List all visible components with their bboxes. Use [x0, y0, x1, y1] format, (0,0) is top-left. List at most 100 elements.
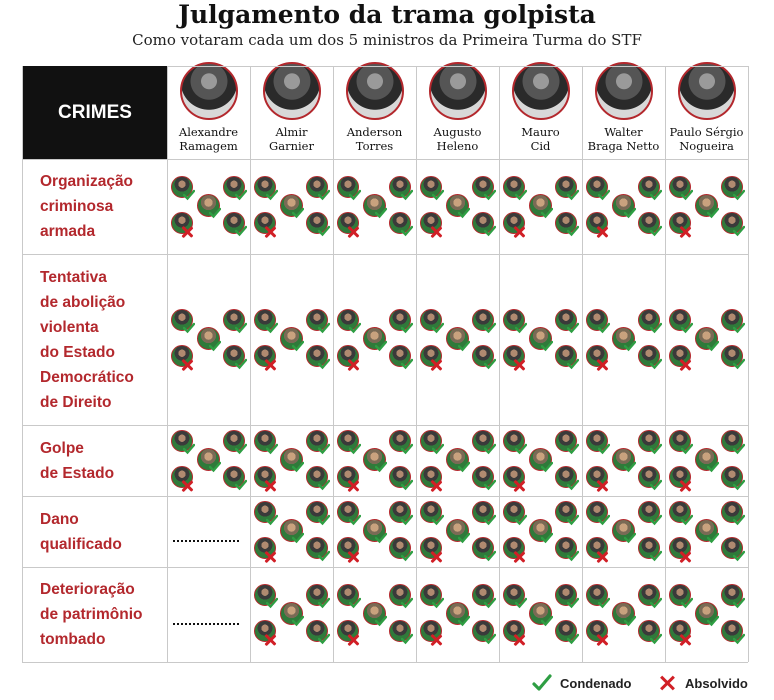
judge-avatar-icon	[337, 500, 359, 523]
vote-cell	[582, 428, 665, 494]
judge-avatar-icon	[638, 211, 660, 234]
check-icon	[209, 340, 221, 351]
check-icon	[681, 597, 693, 608]
check-icon	[292, 615, 304, 626]
x-icon	[264, 634, 276, 646]
grid-line	[22, 567, 748, 568]
check-icon	[484, 514, 496, 525]
check-icon	[567, 189, 579, 200]
vote-cell	[167, 174, 250, 240]
check-icon	[541, 532, 553, 543]
judge-avatar-icon	[721, 536, 743, 559]
vote-cell	[333, 307, 416, 373]
judge-avatar-icon	[197, 193, 220, 217]
vote-cell	[416, 582, 499, 648]
check-icon	[484, 633, 496, 644]
judge-avatar-icon	[197, 447, 220, 471]
check-icon	[318, 479, 330, 490]
check-icon	[401, 358, 413, 369]
judge-avatar-icon	[171, 429, 193, 452]
judge-avatar-icon	[638, 429, 660, 452]
judge-avatar-icon	[223, 429, 245, 452]
x-icon	[679, 480, 691, 492]
x-icon	[513, 551, 525, 563]
judge-avatar-icon	[420, 175, 442, 198]
vote-cell	[499, 499, 582, 565]
judge-avatar-icon	[280, 518, 303, 542]
crimes-header: CRIMES	[22, 66, 168, 159]
judge-avatar-icon	[721, 465, 743, 488]
check-icon	[458, 207, 470, 218]
judge-avatar-icon	[612, 193, 635, 217]
judge-avatar-icon	[472, 500, 494, 523]
vote-cell	[167, 428, 250, 494]
judge-avatar-icon	[420, 583, 442, 606]
grid-line	[168, 66, 748, 67]
x-icon	[679, 551, 691, 563]
judge-avatar-icon	[446, 518, 469, 542]
judge-avatar-icon	[306, 619, 328, 642]
check-icon	[266, 322, 278, 333]
check-icon	[349, 443, 361, 454]
check-icon	[650, 514, 662, 525]
check-icon	[707, 615, 719, 626]
judge-avatar-icon	[389, 344, 411, 367]
judge-avatar-icon	[695, 601, 718, 625]
check-icon	[567, 225, 579, 236]
check-icon	[650, 322, 662, 333]
vote-cell	[582, 499, 665, 565]
check-icon	[375, 532, 387, 543]
defendant-name: Walter Braga Netto	[582, 125, 665, 153]
judge-avatar-icon	[586, 500, 608, 523]
check-icon	[266, 597, 278, 608]
judge-avatar-icon	[472, 344, 494, 367]
x-icon	[181, 480, 193, 492]
judge-avatar-icon	[638, 500, 660, 523]
grid-line	[665, 66, 666, 662]
crime-label: Deterioração de patrimônio tombado	[40, 577, 166, 652]
judge-avatar-icon	[586, 308, 608, 331]
vote-cell	[416, 307, 499, 373]
defendant-name-line: Garnier	[269, 139, 314, 153]
grid-line	[22, 159, 748, 160]
judge-avatar-icon	[612, 518, 635, 542]
defendant-name-line: Almir	[275, 125, 308, 139]
check-icon	[733, 358, 745, 369]
crime-label-line: Dano	[40, 510, 79, 528]
judge-avatar-icon	[669, 308, 691, 331]
crime-label-line: tombado	[40, 631, 106, 648]
check-icon	[375, 461, 387, 472]
x-icon	[596, 226, 608, 238]
check-icon	[318, 443, 330, 454]
judge-avatar-icon	[254, 308, 276, 331]
x-icon	[181, 226, 193, 238]
check-icon	[515, 597, 527, 608]
check-icon	[401, 443, 413, 454]
vote-cell	[250, 307, 333, 373]
judge-avatar-icon	[280, 601, 303, 625]
judge-avatar-icon	[223, 465, 245, 488]
check-icon	[375, 615, 387, 626]
grid-line	[22, 496, 748, 497]
judge-avatar-icon	[721, 619, 743, 642]
judge-avatar-icon	[555, 344, 577, 367]
check-icon	[541, 207, 553, 218]
not-applicable-dots	[173, 539, 239, 542]
vote-cell	[250, 499, 333, 565]
x-icon	[679, 634, 691, 646]
check-icon	[484, 550, 496, 561]
vote-cell	[416, 499, 499, 565]
check-icon	[598, 322, 610, 333]
crime-label: Golpe de Estado	[40, 436, 166, 486]
crime-label: Organização criminosa armada	[40, 169, 166, 244]
vote-cell	[499, 582, 582, 648]
check-icon	[484, 358, 496, 369]
judge-avatar-icon	[638, 344, 660, 367]
check-icon	[349, 189, 361, 200]
judge-avatar-icon	[254, 429, 276, 452]
check-icon	[432, 443, 444, 454]
check-icon	[458, 615, 470, 626]
judge-avatar-icon	[389, 429, 411, 452]
x-icon	[264, 551, 276, 563]
defendant-name: Augusto Heleno	[416, 125, 499, 153]
